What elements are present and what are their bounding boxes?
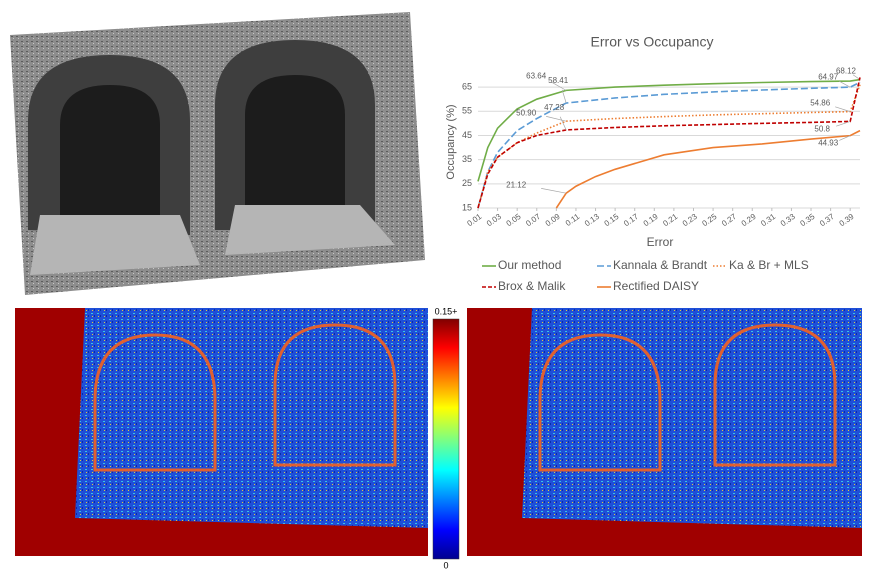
legend-label: Ka & Br + MLS (729, 258, 809, 272)
label-leader (550, 81, 567, 91)
line-chart: 15 25 35 45 55 65 0.01 0.03 0.05 0.07 0.09 0.11 0.13… (462, 67, 861, 293)
x-tick-label: 0.23 (681, 212, 699, 229)
x-tick-label: 0.11 (564, 212, 582, 228)
legend-label: Rectified DAISY (613, 279, 699, 293)
y-tick-label: 25 (462, 178, 472, 188)
series-line (477, 84, 861, 209)
colorbar-max-label: 0.15+ (435, 306, 458, 316)
colorbar: 0.15+ 0 (432, 306, 460, 570)
x-tick-label: 0.13 (583, 212, 601, 229)
value-label: 58.41 (548, 76, 569, 85)
series-line (477, 78, 861, 182)
x-tick-label: 0.39 (838, 212, 856, 229)
value-label: 63.64 (526, 71, 547, 80)
label-leader (561, 89, 567, 104)
y-tick-label: 45 (462, 130, 472, 140)
label-leader (836, 121, 851, 127)
value-label: 50.8 (814, 125, 830, 134)
x-tick-label: 0.25 (701, 212, 719, 229)
x-tick-label: 0.03 (485, 212, 503, 229)
label-leader (839, 80, 851, 88)
x-tick-label: 0.27 (720, 212, 738, 229)
value-label: 47.28 (544, 103, 565, 112)
value-label: 50.90 (516, 108, 537, 117)
legend-label: Kannala & Brandt (613, 258, 708, 272)
x-tick-label: 0.37 (818, 212, 836, 229)
error-map-right (467, 308, 862, 556)
legend-label: Our method (498, 258, 561, 272)
point-cloud-image (8, 5, 430, 300)
chart-title: Error vs Occupancy (591, 34, 714, 50)
y-tick-label: 35 (462, 154, 472, 164)
legend-label: Brox & Malik (498, 279, 566, 293)
value-label: 64.97 (818, 72, 839, 81)
x-tick-label: 0.07 (524, 212, 542, 229)
series-line (477, 81, 861, 209)
x-tick-label: 0.17 (622, 212, 640, 229)
x-tick-label: 0.33 (779, 212, 797, 229)
x-tick-label: 0.29 (740, 212, 758, 229)
x-tick-label: 0.31 (759, 212, 777, 229)
label-leader (839, 135, 851, 141)
value-label: 21.12 (506, 180, 527, 189)
x-tick-label: 0.21 (661, 212, 679, 229)
x-tick-label: 0.05 (505, 212, 523, 229)
label-leader (559, 116, 567, 131)
y-tick-label: 55 (462, 106, 472, 116)
value-label: 68.12 (836, 67, 857, 76)
colorbar-min-label: 0 (443, 560, 448, 570)
series-line (477, 77, 861, 209)
x-axis-label: Error (647, 235, 674, 249)
x-tick-label: 0.01 (465, 212, 483, 229)
x-tick-label: 0.15 (603, 212, 621, 229)
y-tick-label: 65 (462, 81, 472, 91)
x-tick-label: 0.35 (798, 212, 816, 229)
y-axis-label: Occupancy (%) (445, 104, 457, 179)
label-leader (835, 106, 851, 112)
label-leader (852, 74, 861, 80)
label-leader (546, 116, 567, 122)
y-tick-label: 15 (462, 202, 472, 212)
x-tick-label: 0.19 (642, 212, 660, 229)
series-line (555, 129, 861, 209)
value-label: 54.86 (810, 99, 831, 108)
label-leader (541, 188, 567, 194)
value-label: 44.93 (818, 139, 839, 148)
x-tick-label: 0.09 (544, 212, 562, 229)
error-map-left (15, 308, 428, 556)
